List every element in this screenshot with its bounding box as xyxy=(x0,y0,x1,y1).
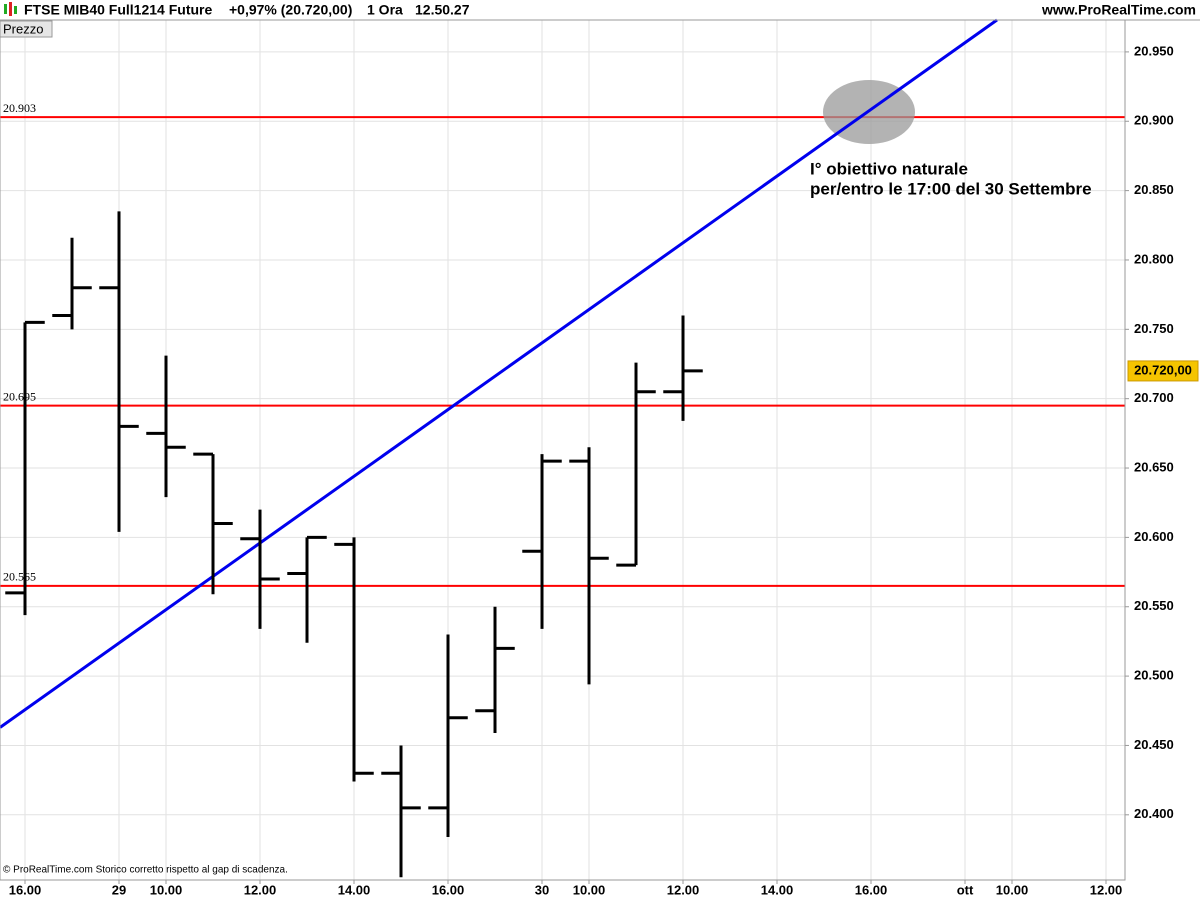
x-tick-label: 14.00 xyxy=(338,882,371,897)
icon xyxy=(4,4,7,14)
panel-label: Prezzo xyxy=(3,21,43,36)
x-tick-label: 16.00 xyxy=(432,882,465,897)
y-tick-label: 20.750 xyxy=(1134,321,1174,336)
level-label: 20.903 xyxy=(3,101,36,115)
y-tick-label: 20.700 xyxy=(1134,390,1174,405)
x-tick-label: 16.00 xyxy=(9,882,42,897)
last-price-label: 20.720,00 xyxy=(1134,362,1192,377)
annotation: per/entro le 17:00 del 30 Settembre xyxy=(810,179,1092,198)
y-tick-label: 20.500 xyxy=(1134,668,1174,683)
title: FTSE MIB40 Full1214 Future xyxy=(24,2,212,18)
y-tick-label: 20.650 xyxy=(1134,459,1174,474)
timeframe: 1 Ora xyxy=(367,2,403,18)
x-tick-label: 29 xyxy=(112,882,126,897)
x-tick-label: 12.00 xyxy=(667,882,700,897)
x-tick-label: 30 xyxy=(535,882,549,897)
y-tick-label: 20.900 xyxy=(1134,113,1174,128)
plot-area: 20.903 20.695 20.565 xyxy=(0,18,1125,880)
y-tick-label: 20.400 xyxy=(1134,806,1174,821)
icon xyxy=(14,6,17,14)
x-tick-label: 12.00 xyxy=(1090,882,1123,897)
x-tick-label: 10.00 xyxy=(150,882,183,897)
y-tick-label: 20.850 xyxy=(1134,182,1174,197)
y-tick-label: 20.550 xyxy=(1134,598,1174,613)
time: 12.50.27 xyxy=(415,2,470,18)
y-tick-label: 20.450 xyxy=(1134,737,1174,752)
x-tick-label: 10.00 xyxy=(996,882,1029,897)
x-tick-label: 14.00 xyxy=(761,882,794,897)
panel-label-box xyxy=(0,20,53,38)
source: www.ProRealTime.com xyxy=(1041,2,1196,18)
last-price-box xyxy=(1127,360,1199,382)
level-label: 20.565 xyxy=(3,570,36,584)
footnote: © ProRealTime.com Storico corretto rispe… xyxy=(3,865,288,876)
y-tick-label: 20.950 xyxy=(1134,43,1174,58)
trendline xyxy=(0,18,998,729)
icon xyxy=(9,2,12,16)
x-tick-label: 16.00 xyxy=(855,882,888,897)
y-tick-label: 20.600 xyxy=(1134,529,1174,544)
annotation: I° obiettivo naturale xyxy=(810,159,968,178)
level-label: 20.695 xyxy=(3,389,36,403)
x-tick-label: 12.00 xyxy=(244,882,277,897)
x-tick-label: 10.00 xyxy=(573,882,606,897)
y-tick-label: 20.800 xyxy=(1134,251,1174,266)
change-text: +0,97% (20.720,00) xyxy=(229,2,352,18)
x-tick-label: ott xyxy=(957,882,974,897)
